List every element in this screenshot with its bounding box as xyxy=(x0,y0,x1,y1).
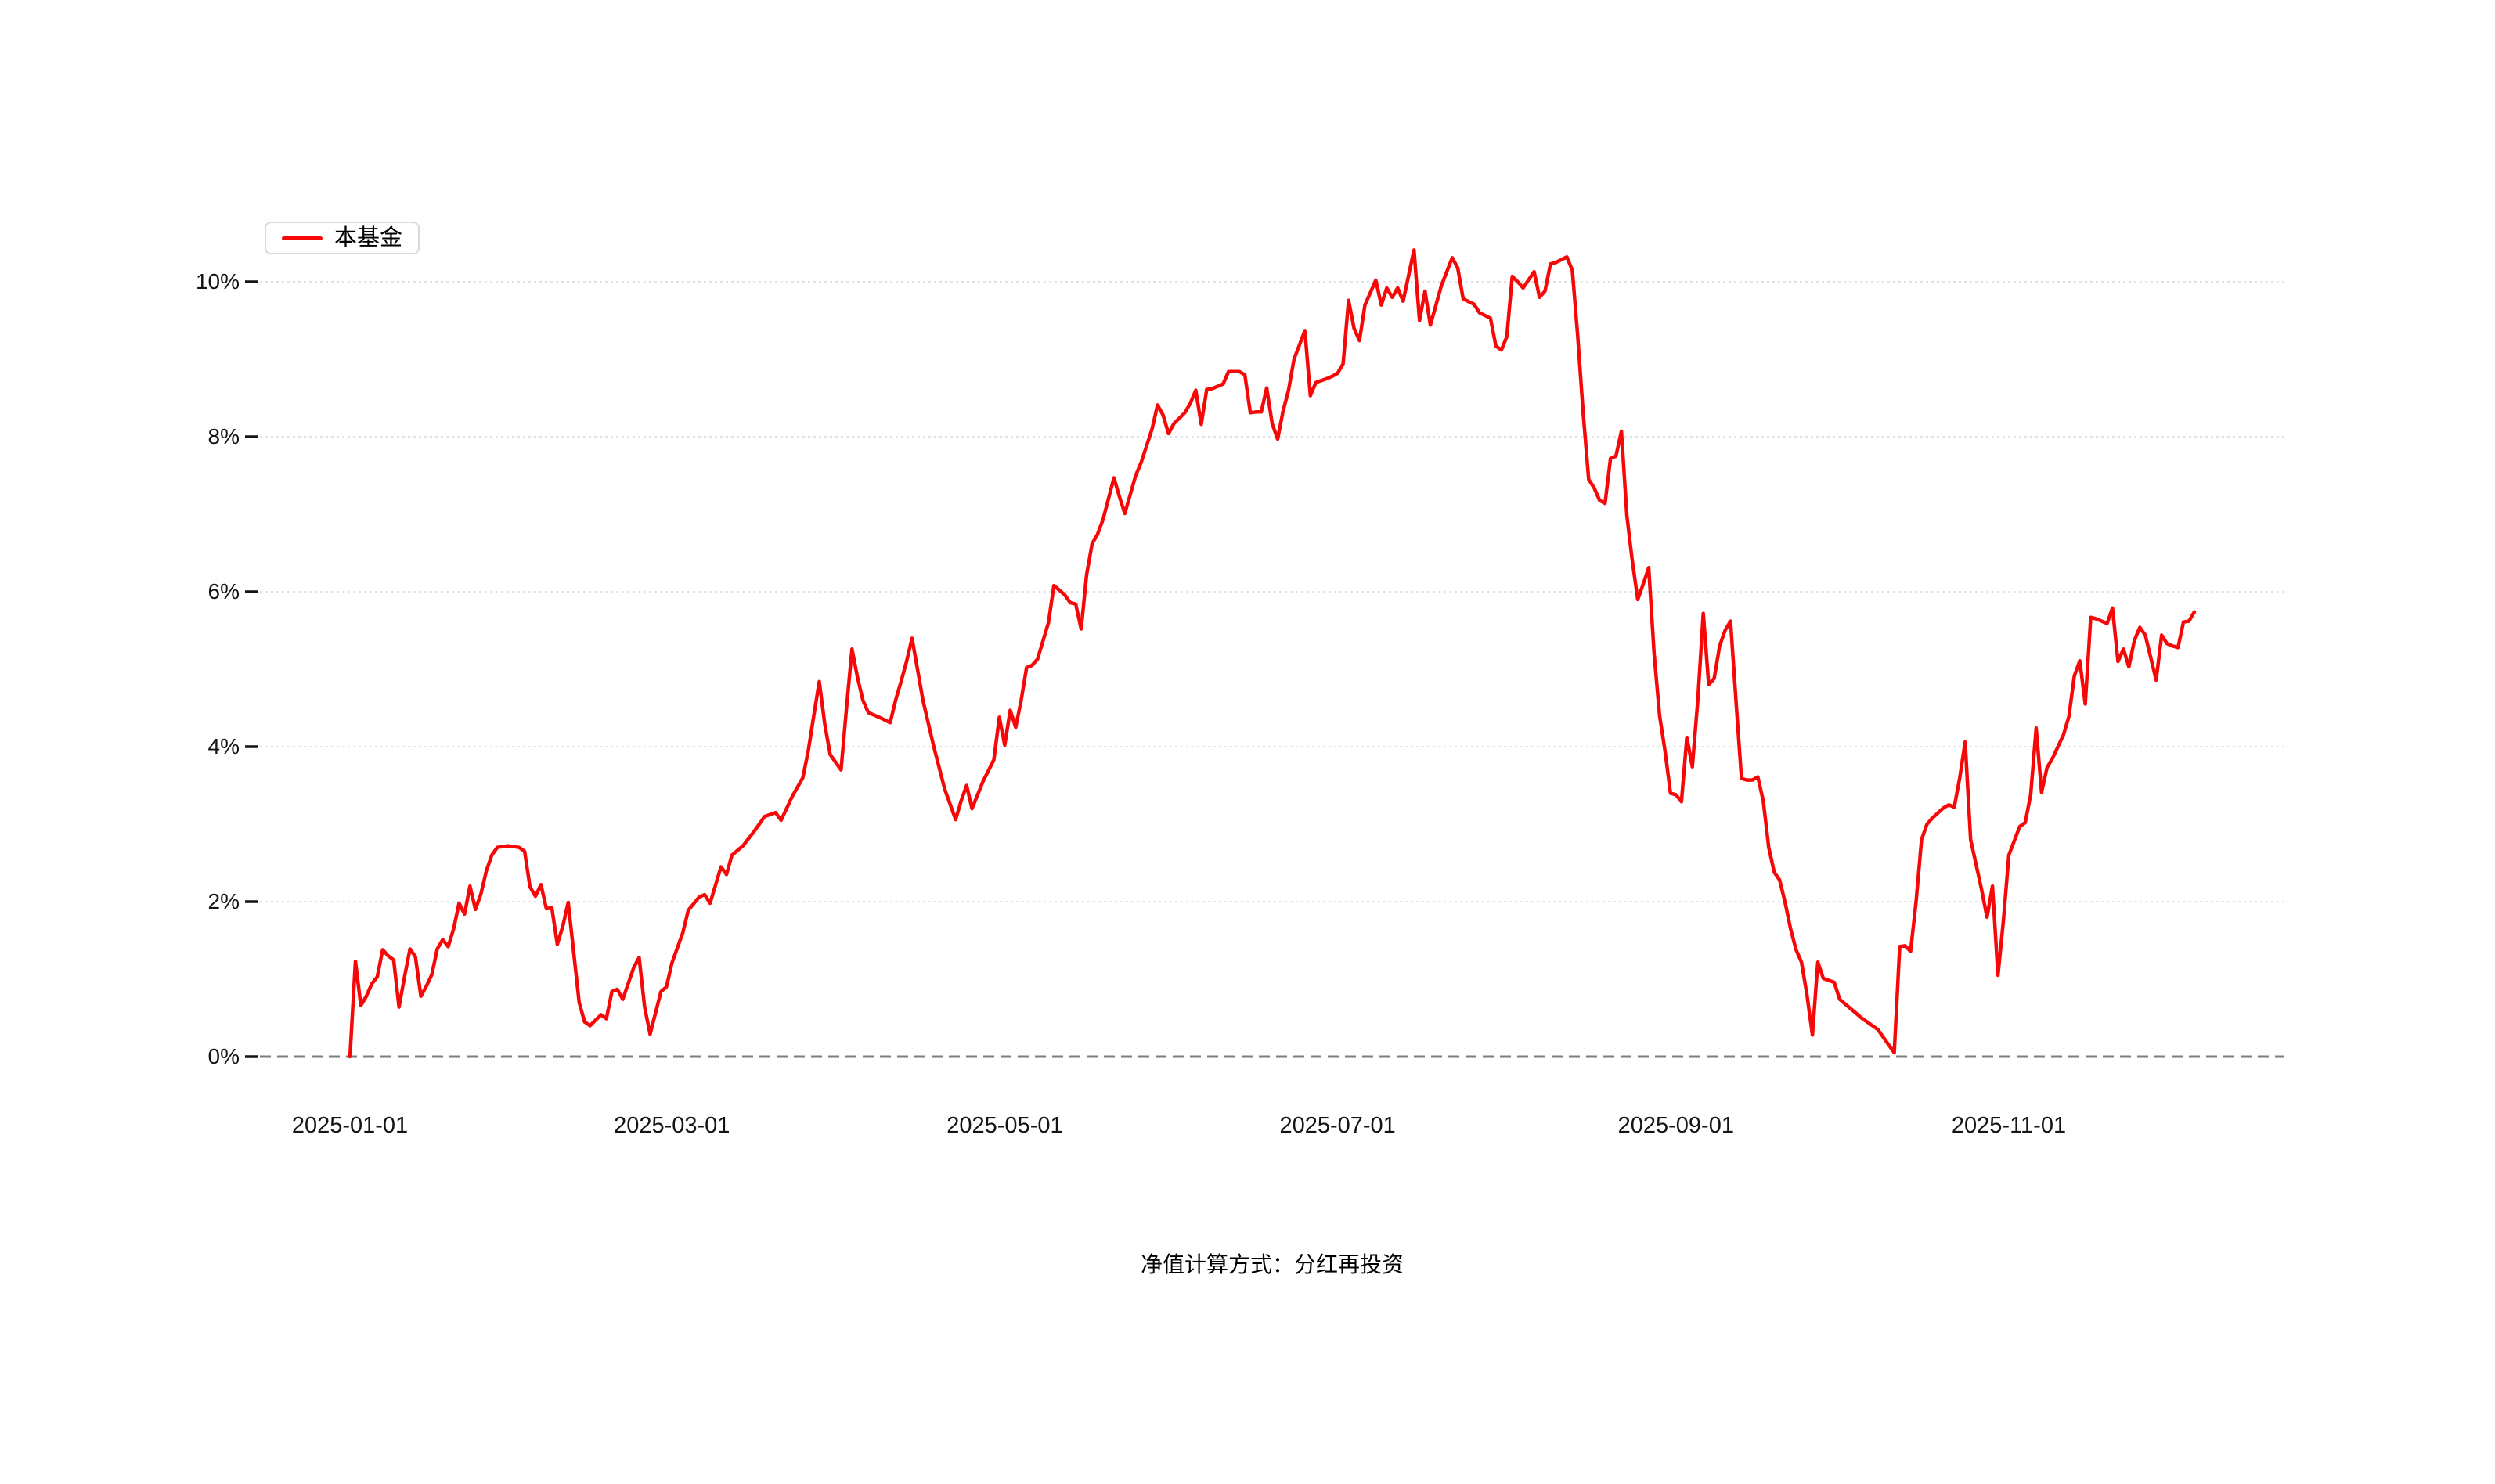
legend-item-label: 本基金 xyxy=(334,225,403,250)
legend[interactable]: 本基金 xyxy=(265,222,420,254)
x-axis-label: 2025-07-01 xyxy=(1279,1113,1396,1138)
y-axis-label: 0% xyxy=(207,1044,240,1068)
y-axis-label: 6% xyxy=(207,579,240,603)
y-axis-label: 4% xyxy=(207,734,240,758)
x-axis-label: 2025-03-01 xyxy=(614,1113,730,1138)
y-axis-label: 10% xyxy=(195,269,240,294)
x-axis-label: 2025-05-01 xyxy=(946,1113,1063,1138)
series-line-本基金 xyxy=(348,248,2197,1059)
legend-line-swatch xyxy=(282,236,323,240)
x-axis-label: 2025-01-01 xyxy=(291,1113,409,1138)
x-axis-label: 2025-09-01 xyxy=(1617,1113,1734,1138)
x-axis-label: 2025-11-01 xyxy=(1951,1113,2067,1138)
y-axis-label: 2% xyxy=(207,889,240,913)
nav-method-caption: 净值计算方式：分红再投资 xyxy=(1140,1252,1404,1277)
y-axis-label: 8% xyxy=(207,424,240,448)
